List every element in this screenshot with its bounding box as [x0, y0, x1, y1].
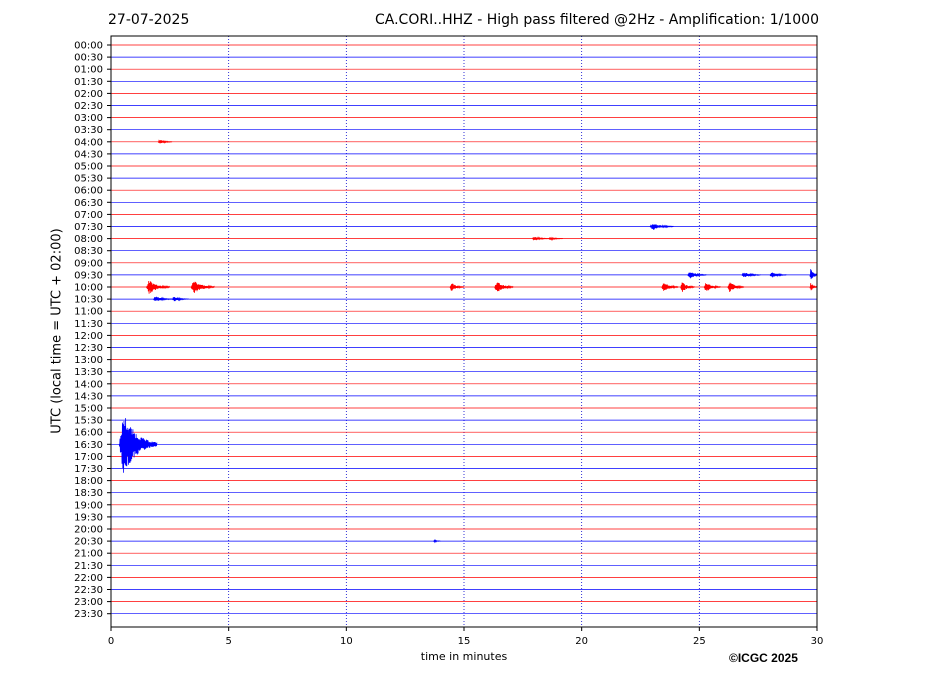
- y-tick-label: 05:30: [74, 174, 103, 185]
- y-tick-label: 03:30: [74, 125, 103, 136]
- event-waveform: [809, 283, 818, 291]
- y-axis-ticks: 00:0000:3001:0001:3002:0002:3003:0003:30…: [74, 41, 111, 620]
- trace-lines: [111, 44, 817, 615]
- y-tick-label: 18:00: [74, 476, 103, 487]
- y-tick-label: 02:30: [74, 101, 103, 112]
- event-waveform: [649, 224, 674, 230]
- event-waveform: [153, 296, 173, 302]
- event-waveform: [532, 236, 552, 241]
- y-tick-label: 14:00: [74, 379, 103, 390]
- y-tick-label: 06:30: [74, 198, 103, 209]
- plot-frame: [110, 35, 818, 628]
- y-tick-label: 12:30: [74, 343, 103, 354]
- x-tick-label: 10: [340, 636, 353, 647]
- y-tick-label: 14:30: [74, 391, 103, 402]
- chart-title: CA.CORI..HHZ - High pass filtered @2Hz -…: [375, 12, 819, 28]
- y-tick-label: 23:30: [74, 609, 103, 620]
- event-waveform: [118, 418, 158, 473]
- y-tick-label: 02:00: [74, 89, 103, 100]
- event-waveform: [171, 296, 189, 302]
- event-waveform: [680, 282, 695, 292]
- y-tick-label: 20:30: [74, 537, 103, 548]
- event-waveform: [433, 538, 441, 544]
- y-tick-label: 13:00: [74, 355, 103, 366]
- y-tick-label: 09:30: [74, 270, 103, 281]
- y-tick-label: 17:00: [74, 452, 103, 463]
- event-waveform: [157, 139, 173, 144]
- seismic-events: [118, 139, 818, 544]
- vertical-gridlines: [228, 36, 700, 627]
- y-tick-label: 11:30: [74, 319, 103, 330]
- y-tick-label: 08:00: [74, 234, 103, 245]
- y-tick-label: 01:00: [74, 65, 103, 76]
- copyright-label: ©ICGC 2025: [729, 651, 798, 665]
- y-tick-label: 07:30: [74, 222, 103, 233]
- y-tick-label: 15:30: [74, 416, 103, 427]
- y-tick-label: 19:00: [74, 500, 103, 511]
- y-axis-label: UTC (local time = UTC + 02:00): [49, 228, 65, 434]
- y-tick-label: 22:00: [74, 573, 103, 584]
- x-tick-label: 15: [458, 636, 471, 647]
- x-tick-label: 0: [108, 636, 114, 647]
- y-tick-label: 15:00: [74, 404, 103, 415]
- x-axis-ticks: 0 5 10 15 20 25 30: [108, 627, 824, 647]
- y-tick-label: 05:00: [74, 162, 103, 173]
- y-tick-label: 10:00: [74, 283, 103, 294]
- event-waveform: [703, 283, 721, 291]
- y-tick-label: 23:00: [74, 597, 103, 608]
- event-waveform: [661, 283, 679, 291]
- y-tick-label: 10:30: [74, 295, 103, 306]
- x-tick-label: 25: [693, 636, 706, 647]
- x-tick-label: 30: [811, 636, 824, 647]
- y-tick-label: 12:00: [74, 331, 103, 342]
- event-waveform: [548, 236, 563, 241]
- event-waveform: [449, 283, 465, 291]
- y-tick-label: 06:00: [74, 186, 103, 197]
- event-waveform: [687, 272, 707, 279]
- y-tick-label: 09:00: [74, 258, 103, 269]
- y-tick-label: 21:30: [74, 561, 103, 572]
- y-tick-label: 11:00: [74, 307, 103, 318]
- event-waveform: [769, 272, 787, 278]
- x-tick-label: 5: [225, 636, 231, 647]
- y-tick-label: 01:30: [74, 77, 103, 88]
- y-tick-label: 16:30: [74, 440, 103, 451]
- y-tick-label: 20:00: [74, 525, 103, 536]
- x-tick-label: 20: [575, 636, 588, 647]
- y-tick-label: 08:30: [74, 246, 103, 257]
- date-label: 27-07-2025: [108, 12, 190, 28]
- y-tick-label: 00:00: [74, 41, 103, 52]
- y-tick-label: 04:30: [74, 149, 103, 160]
- y-tick-label: 22:30: [74, 585, 103, 596]
- event-waveform: [727, 282, 745, 292]
- y-tick-label: 21:00: [74, 549, 103, 560]
- y-tick-label: 17:30: [74, 464, 103, 475]
- y-tick-label: 00:30: [74, 53, 103, 64]
- y-tick-label: 16:00: [74, 428, 103, 439]
- x-axis-label: time in minutes: [420, 650, 508, 663]
- event-waveform: [190, 281, 215, 293]
- y-tick-label: 03:00: [74, 113, 103, 124]
- y-tick-label: 13:30: [74, 367, 103, 378]
- y-tick-label: 19:30: [74, 512, 103, 523]
- event-waveform: [494, 282, 514, 292]
- y-tick-label: 07:00: [74, 210, 103, 221]
- event-waveform: [741, 272, 761, 278]
- event-waveform: [145, 280, 171, 294]
- y-tick-label: 18:30: [74, 488, 103, 499]
- y-tick-label: 04:00: [74, 137, 103, 148]
- event-waveform: [809, 269, 818, 280]
